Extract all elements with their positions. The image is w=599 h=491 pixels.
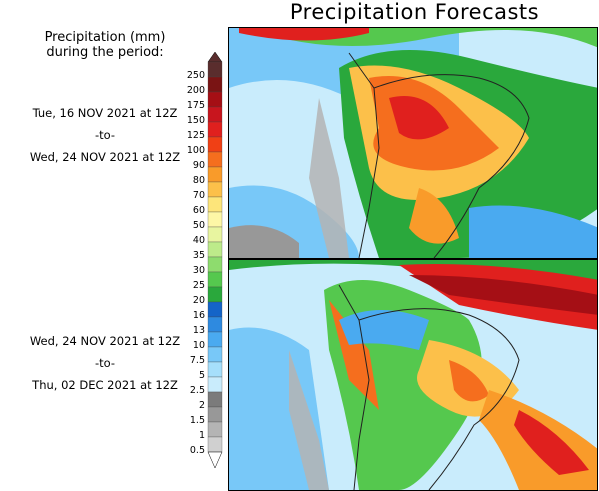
colorbar-tick-label: 70	[192, 190, 205, 201]
colorbar-swatch	[207, 61, 223, 78]
period-2-separator: -to-	[94, 356, 116, 370]
colorbar-tick-label: 175	[186, 100, 205, 111]
colorbar-tick-label: 16	[192, 310, 205, 321]
colorbar-tick-label: 60	[192, 205, 205, 216]
colorbar-swatch	[207, 316, 223, 333]
colorbar-swatch	[207, 301, 223, 318]
colorbar-swatch	[207, 256, 223, 273]
colorbar-swatch	[207, 391, 223, 408]
colorbar-tick-label: 125	[186, 130, 205, 141]
colorbar-tick-label: 7.5	[189, 355, 205, 366]
precipitation-colorbar	[207, 52, 223, 469]
period-1-label: Tue, 16 NOV 2021 at 12Z -to- Wed, 24 NOV…	[0, 102, 210, 168]
colorbar-swatch	[207, 136, 223, 153]
colorbar-swatch	[207, 346, 223, 363]
colorbar-swatch	[207, 421, 223, 438]
colorbar-swatch	[207, 241, 223, 258]
chart-title: Precipitation Forecasts	[289, 0, 540, 24]
colorbar-tick-label: 80	[192, 175, 205, 186]
colorbar-swatch	[207, 196, 223, 213]
colorbar-tick-label: 5	[198, 370, 205, 381]
colorbar-tick-label: 150	[186, 115, 205, 126]
colorbar-swatch	[207, 151, 223, 168]
colorbar-tick-label: 2	[198, 400, 205, 411]
colorbar-tick-label: 250	[186, 70, 205, 81]
colorbar-tick-label: 40	[192, 235, 205, 246]
period-1-end: Wed, 24 NOV 2021 at 12Z	[29, 150, 181, 164]
colorbar-tick-label: 35	[192, 250, 205, 261]
colorbar-tick-label: 20	[192, 295, 205, 306]
colorbar-swatch	[207, 76, 223, 93]
legend-heading: Precipitation (mm) during the period:	[0, 30, 210, 60]
colorbar-tick-label: 25	[192, 280, 205, 291]
colorbar-tick-label: 1	[198, 430, 205, 441]
legend-heading-line2: during the period:	[46, 45, 164, 60]
colorbar-swatch	[207, 91, 223, 108]
period-2-start: Wed, 24 NOV 2021 at 12Z	[29, 334, 181, 348]
period-1-separator: -to-	[94, 128, 116, 142]
colorbar-swatch	[207, 271, 223, 288]
colorbar-swatch	[207, 406, 223, 423]
colorbar-tick-label: 30	[192, 265, 205, 276]
colorbar-tick-label: 0.5	[189, 445, 205, 456]
period-1-start: Tue, 16 NOV 2021 at 12Z	[32, 106, 178, 120]
colorbar-tick-label: 10	[192, 340, 205, 351]
period-2-label: Wed, 24 NOV 2021 at 12Z -to- Thu, 02 DEC…	[0, 330, 210, 396]
colorbar-top-arrow	[207, 52, 223, 63]
period-2-end: Thu, 02 DEC 2021 at 12Z	[32, 378, 178, 392]
colorbar-swatch	[207, 121, 223, 138]
colorbar-tick-label: 2.5	[189, 385, 205, 396]
colorbar-swatch	[207, 436, 223, 453]
colorbar-swatch	[207, 226, 223, 243]
colorbar-bottom-arrow	[207, 451, 223, 469]
colorbar-tick-label: 1.5	[189, 415, 205, 426]
colorbar-swatch	[207, 361, 223, 378]
colorbar-tick-label: 100	[186, 145, 205, 156]
forecast-map-period-2	[228, 259, 598, 491]
colorbar-tick-label: 90	[192, 160, 205, 171]
colorbar-swatch	[207, 181, 223, 198]
colorbar-swatch	[207, 286, 223, 303]
colorbar-tick-label: 200	[186, 85, 205, 96]
colorbar-tick-label: 50	[192, 220, 205, 231]
colorbar-tick-label: 13	[192, 325, 205, 336]
legend-heading-line1: Precipitation (mm)	[44, 30, 166, 45]
colorbar-swatch	[207, 211, 223, 228]
colorbar-swatch	[207, 106, 223, 123]
colorbar-swatch	[207, 331, 223, 348]
forecast-map-period-1	[228, 27, 598, 259]
colorbar-swatch	[207, 376, 223, 393]
colorbar-swatch	[207, 166, 223, 183]
